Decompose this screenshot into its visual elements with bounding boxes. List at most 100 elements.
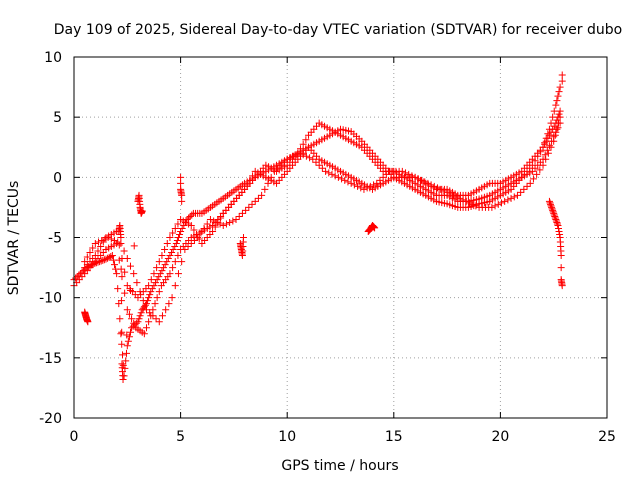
data-point [494, 200, 502, 208]
data-point [550, 209, 558, 217]
data-point [556, 107, 564, 115]
data-point [83, 253, 91, 261]
data-point [373, 179, 381, 187]
data-point [165, 300, 173, 308]
series-track-a [70, 107, 564, 380]
data-point [118, 340, 126, 348]
data-point [136, 312, 144, 320]
data-point [363, 184, 371, 192]
data-point [172, 240, 180, 248]
data-point [418, 176, 426, 184]
data-point [366, 182, 374, 190]
data-point [552, 217, 560, 225]
data-point [552, 128, 560, 136]
data-point [188, 211, 196, 219]
data-point [107, 252, 115, 260]
data-point [176, 230, 184, 238]
data-point [181, 246, 189, 254]
data-point [331, 172, 339, 180]
data-point [549, 113, 557, 121]
x-tick-label: 0 [70, 429, 79, 445]
data-point [277, 161, 285, 169]
data-point [434, 184, 442, 192]
data-point [557, 252, 565, 260]
data-point [405, 170, 413, 178]
data-point [297, 145, 305, 153]
data-point [238, 209, 246, 217]
data-point [325, 169, 333, 177]
chart-title: Day 109 of 2025, Sidereal Day-to-day VTE… [54, 22, 622, 38]
data-point [376, 176, 384, 184]
data-point [126, 262, 134, 270]
data-point [293, 151, 301, 159]
data-point [539, 143, 547, 151]
data-point [529, 175, 537, 183]
data-point [123, 349, 131, 357]
data-point [357, 184, 365, 192]
data-point [437, 185, 445, 193]
data-point [119, 375, 127, 383]
data-point [102, 255, 110, 263]
data-point [138, 207, 146, 215]
data-point [347, 179, 355, 187]
data-point [140, 330, 148, 338]
data-point [544, 130, 552, 138]
data-point [111, 261, 119, 269]
data-point [440, 187, 448, 195]
data-point [155, 318, 163, 326]
data-point [104, 254, 112, 262]
data-point [142, 324, 150, 332]
data-point [299, 151, 307, 159]
data-point [171, 282, 179, 290]
data-point [488, 203, 496, 211]
data-point [209, 227, 217, 235]
data-point [151, 300, 159, 308]
data-point [370, 223, 378, 231]
data-point [164, 255, 172, 263]
data-point [341, 176, 349, 184]
data-point [443, 188, 451, 196]
data-point [95, 238, 103, 246]
data-point [86, 249, 94, 257]
data-point [169, 264, 177, 272]
data-point [210, 217, 218, 225]
x-tick-label: 5 [176, 429, 185, 445]
data-point [232, 215, 240, 223]
data-point [517, 188, 525, 196]
data-point [552, 215, 560, 223]
data-point [174, 252, 182, 260]
data-point [136, 288, 144, 296]
data-point [286, 154, 294, 162]
data-point [169, 246, 177, 254]
data-point [491, 202, 499, 210]
data-point [510, 193, 518, 201]
y-tick-labels: -20 -15 -10 -5 0 5 10 [39, 50, 62, 427]
data-point [153, 276, 161, 284]
data-point [551, 214, 559, 222]
data-point [166, 234, 174, 241]
data-point [187, 221, 195, 229]
data-point [168, 294, 176, 302]
data-point [91, 240, 99, 248]
data-point [543, 146, 551, 154]
data-point [121, 268, 129, 276]
data-point [258, 191, 266, 199]
data-point [555, 110, 563, 118]
data-point [369, 222, 377, 230]
data-point [446, 190, 454, 198]
data-point [501, 197, 509, 205]
data-point [161, 261, 169, 269]
data-point [556, 83, 564, 91]
data-point [162, 306, 170, 314]
data-point [544, 149, 552, 157]
data-point [158, 312, 166, 320]
data-point [123, 331, 131, 339]
data-point [158, 252, 166, 260]
data-point [142, 306, 150, 314]
data-point [557, 264, 565, 272]
data-point [98, 237, 106, 245]
grid-lines [74, 57, 607, 418]
data-point [72, 274, 80, 282]
data-point [270, 167, 278, 175]
data-point [360, 185, 368, 193]
